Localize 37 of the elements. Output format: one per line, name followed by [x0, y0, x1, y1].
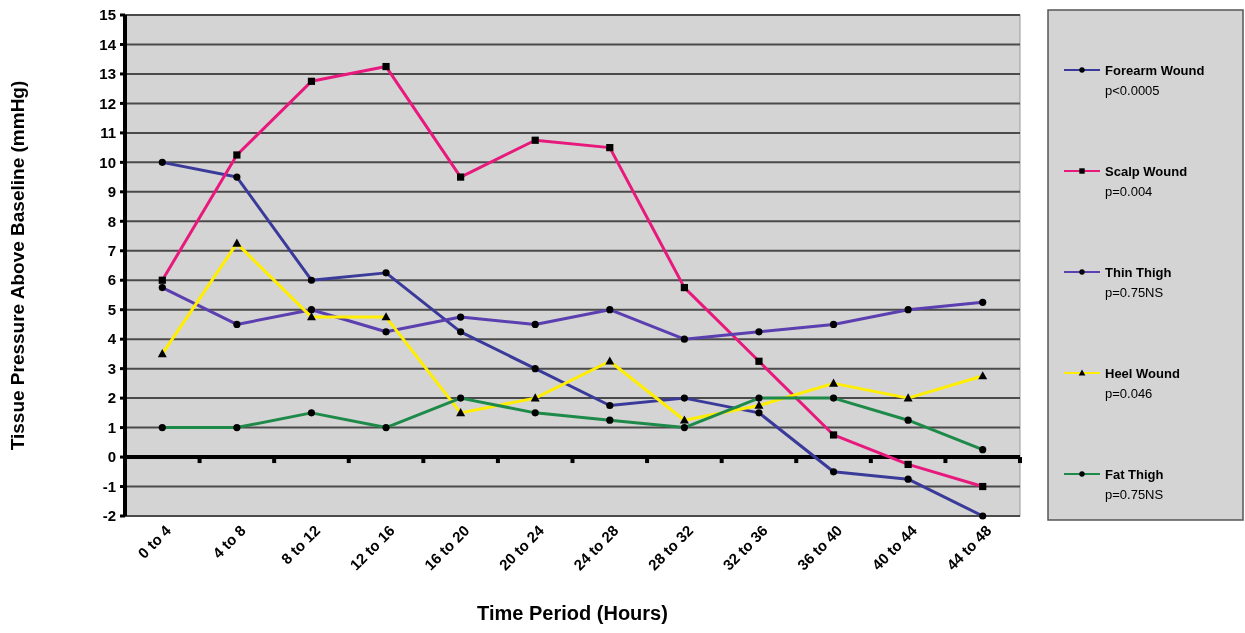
- y-tick-label: 6: [107, 271, 116, 289]
- y-tick-label: 0: [107, 448, 116, 466]
- x-tick-label: 40 to 44: [868, 521, 921, 574]
- x-tick-label: 8 to 12: [277, 521, 324, 568]
- y-tick-label: 15: [99, 6, 116, 24]
- y-tick-label: 8: [107, 212, 116, 230]
- y-tick-label: 13: [99, 65, 116, 83]
- y-tick-label: 12: [99, 94, 116, 112]
- y-tick-label: 4: [107, 330, 117, 348]
- y-tick-label: -1: [102, 477, 116, 495]
- legend-label: Scalp Wound p=0.004: [1105, 163, 1188, 199]
- x-tick-label: 32 to 36: [719, 521, 771, 574]
- y-tick-label: 7: [107, 242, 116, 260]
- x-tick-label: 12 to 16: [346, 521, 398, 574]
- legend-label: Fat Thigh p=0.75NS: [1105, 466, 1164, 502]
- x-tick-label: 16 to 20: [420, 521, 473, 574]
- y-tick-label: 2: [107, 389, 116, 407]
- y-tick-label: 3: [107, 359, 116, 377]
- x-tick-label: 36 to 40: [793, 521, 846, 574]
- y-tick-label: -2: [102, 507, 116, 525]
- y-tick-label: 11: [100, 124, 116, 142]
- y-tick-label: 14: [99, 35, 117, 53]
- y-tick-label: 9: [107, 183, 116, 201]
- y-tick-label: 10: [99, 153, 116, 171]
- x-tick-label: 44 to 48: [943, 521, 995, 574]
- x-axis-title: Time Period (Hours): [477, 602, 668, 624]
- y-axis-title: Tissue Pressure Above Baseline (mmHg): [7, 80, 28, 451]
- y-tick-label: 1: [107, 418, 116, 436]
- x-tick-label: 24 to 28: [570, 521, 622, 574]
- legend-label: Heel Wound p=0.046: [1105, 365, 1180, 401]
- x-tick-label: 20 to 24: [495, 521, 548, 574]
- y-tick-label: 5: [107, 300, 116, 318]
- legend-label: Forearm Wound p<0.0005: [1105, 62, 1205, 98]
- legend-label: Thin Thigh p=0.75NS: [1105, 264, 1172, 300]
- x-tick-label: 0 to 4: [134, 521, 175, 562]
- x-tick-label: 4 to 8: [208, 521, 249, 562]
- x-tick-label: 28 to 32: [644, 521, 697, 574]
